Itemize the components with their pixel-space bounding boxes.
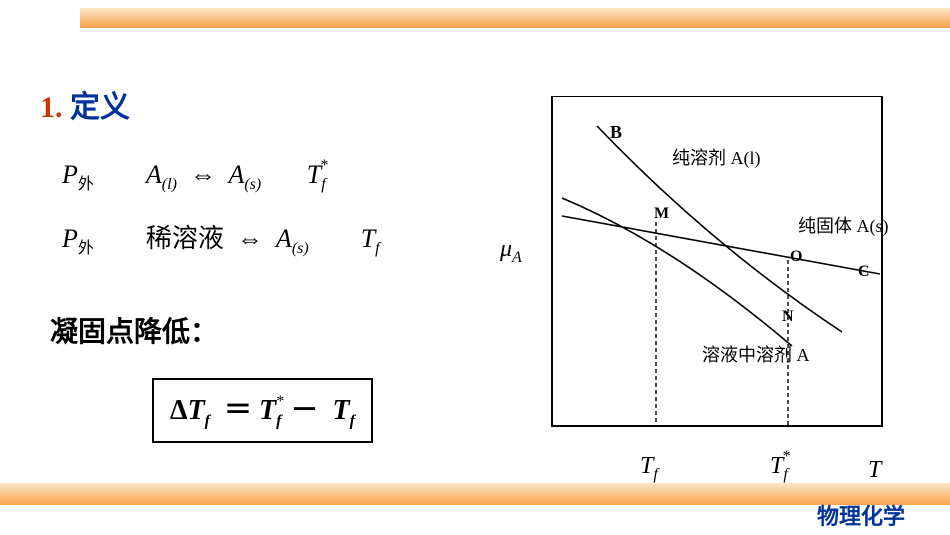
p-ext-2: P外 [62, 224, 94, 253]
a-liquid: A(l) [146, 160, 177, 189]
tf: Tf [361, 224, 380, 253]
x-axis-label-T: T [868, 457, 881, 484]
bottom-gradient-bar [0, 483, 950, 505]
x-tick-tf: Tf [640, 453, 658, 484]
label-pure-solid: 纯固体 A(s) [798, 216, 889, 237]
label-B: B [610, 122, 622, 142]
tf-star: Tf* [307, 160, 328, 189]
formula-delta-tf: ΔTf ＝ Tf* － Tf [152, 378, 373, 443]
p-ext-1: P外 [62, 160, 94, 189]
footer-subject: 物理化学 [817, 499, 905, 531]
section-title-text: 定义 [70, 91, 130, 124]
label-C: C [858, 263, 870, 280]
equation-line-1: P外 A(l) ⇔ A(s) Tf* [62, 160, 328, 194]
label-O: O [790, 248, 802, 265]
freezing-point-depression-heading: 凝固点降低： [50, 310, 218, 350]
section-title: 1. 定义 [40, 82, 130, 126]
label-N: N [782, 308, 794, 325]
equation-line-2: P外 稀溶液 ⇔ A(s) Tf [62, 218, 380, 258]
dilute-solution: 稀溶液 [146, 224, 224, 253]
double-arrow-2: ⇔ [237, 224, 263, 253]
y-axis-label: μA [500, 236, 522, 267]
section-number: 1. [40, 91, 63, 124]
label-pure-liquid: 纯溶剂 A(l) [672, 148, 761, 169]
a-solid-2: A(s) [276, 224, 309, 253]
double-arrow-1: ⇔ [190, 160, 216, 189]
label-M: M [654, 205, 669, 222]
label-solution: 溶液中溶剂 A [702, 345, 810, 365]
diagram-frame [552, 96, 882, 426]
mu-t-diagram: B M O N C 纯溶剂 A(l) 纯固体 A(s) 溶液中溶剂 A μA T… [532, 96, 922, 476]
a-solid-1: A(s) [228, 160, 261, 189]
top-gradient-bar [80, 8, 950, 30]
x-tick-tfstar: Tf* [770, 451, 790, 484]
